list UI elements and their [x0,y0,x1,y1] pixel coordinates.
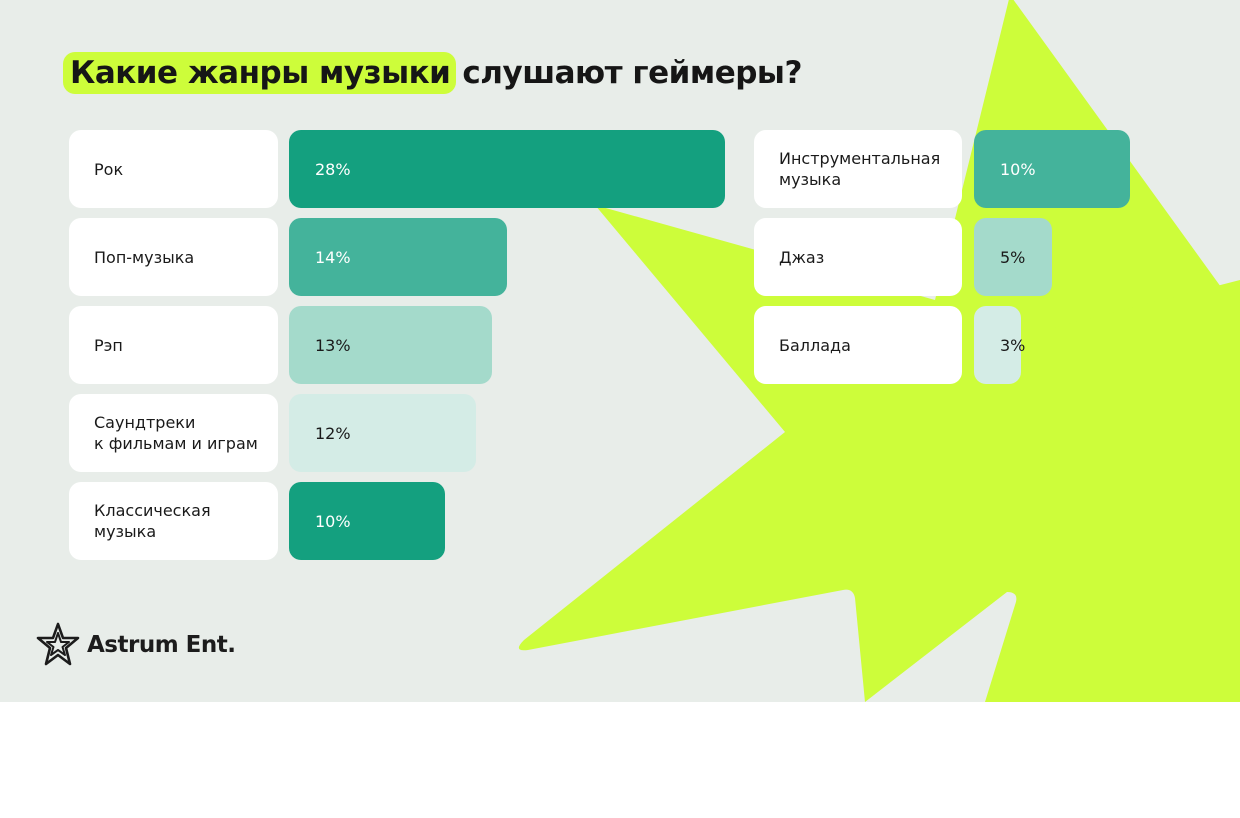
star-icon [36,622,80,666]
category-label-text: Классическая музыка [94,501,211,541]
category-label-text: Рок [94,159,124,179]
category-label-text: Джаз [779,247,825,267]
bar: 5% [974,218,1052,296]
bar-value-label: 10% [315,511,351,531]
bar: 14% [289,218,507,296]
bar: 10% [974,130,1130,208]
bar-value-label: 5% [1000,247,1026,267]
bar: 13% [289,306,492,384]
category-label-text: Инструментальная музыка [779,149,941,189]
logo: Astrum Ent. [34,621,236,669]
category-label: Саундтреки к фильмам и играм [69,394,278,472]
bar: 12% [289,394,476,472]
bar: 10% [289,482,445,560]
category-label-text: Рэп [94,335,123,355]
bar-value-label: 3% [1000,335,1026,355]
bar-value-label: 10% [1000,159,1036,179]
page-title: Какие жанры музыки слушают геймеры? [63,50,802,96]
bar-value-label: 14% [315,247,351,267]
bar-value-label: 13% [315,335,351,355]
bar: 3% [974,306,1025,384]
category-label: Джаз [754,218,962,296]
title-rest: слушают геймеры? [462,55,802,91]
category-label: Поп-музыка [69,218,278,296]
category-label-text: Баллада [779,335,851,355]
category-label-text: Саундтреки к фильмам и играм [94,413,258,453]
category-label: Баллада [754,306,962,384]
bar-value-label: 28% [315,159,351,179]
bar-value-label: 12% [315,423,351,443]
logo-text: Astrum Ent. [87,632,236,658]
category-label: Классическая музыка [69,482,278,560]
infographic-panel: Какие жанры музыки слушают геймеры? Рок 2… [0,0,1240,702]
category-label: Рэп [69,306,278,384]
category-label: Инструментальная музыка [754,130,962,208]
category-label: Рок [69,130,278,208]
category-label-text: Поп-музыка [94,247,195,267]
bar: 28% [289,130,725,208]
title-highlight: Какие жанры музыки [63,52,457,94]
